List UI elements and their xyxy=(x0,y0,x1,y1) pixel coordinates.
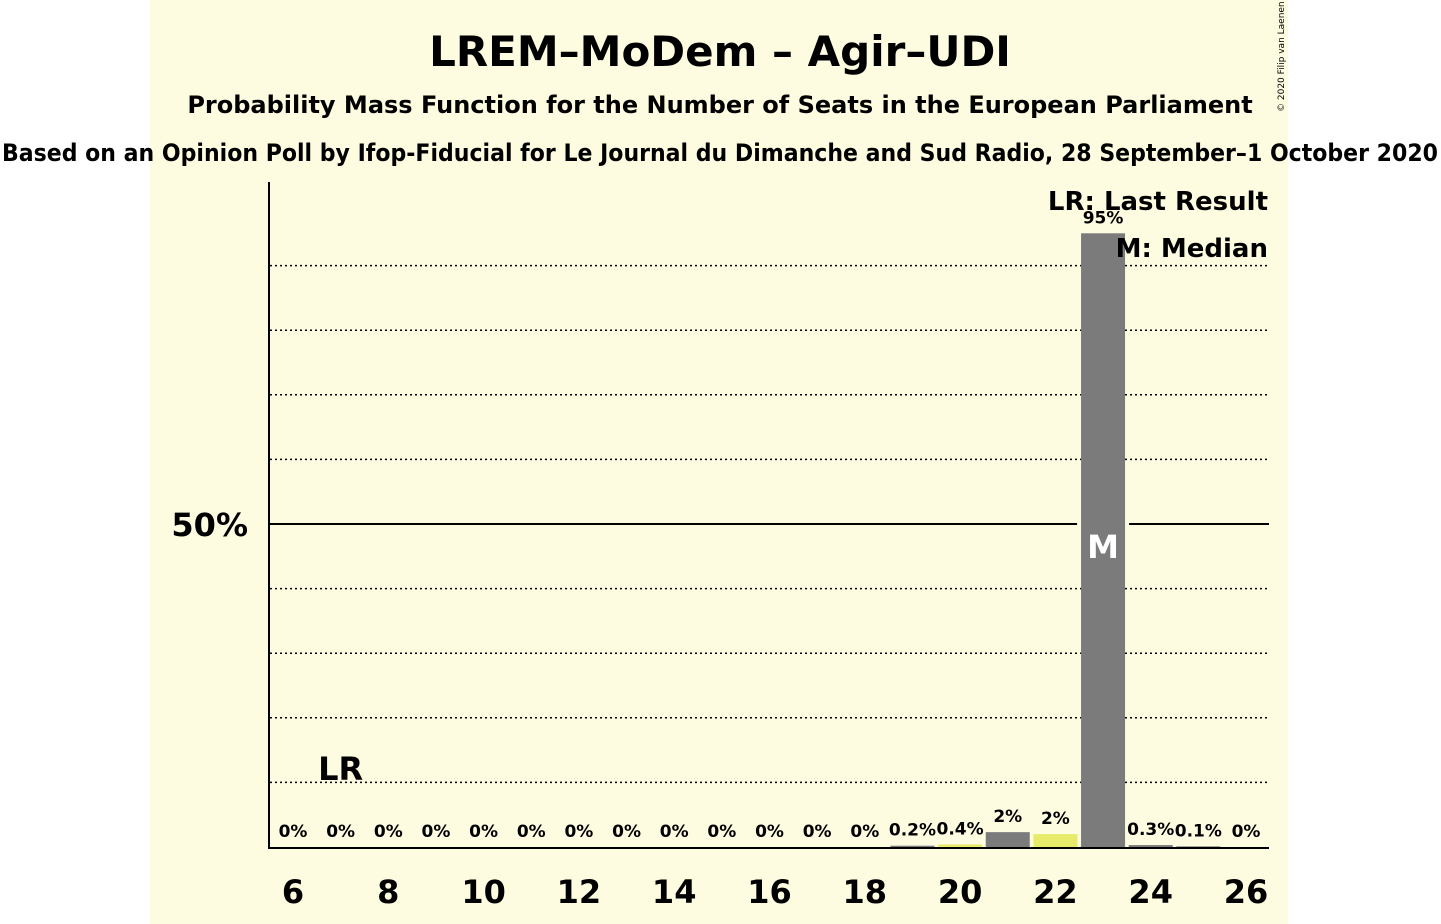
x-tick-6: 6 xyxy=(282,873,304,911)
chart-title: LREM–MoDem – Agir–UDI xyxy=(429,27,1011,76)
value-label-18: 0% xyxy=(850,822,879,842)
value-label-22: 2% xyxy=(1041,809,1070,829)
x-tick-24: 24 xyxy=(1128,873,1173,911)
bar-24 xyxy=(1128,845,1173,847)
value-label-20: 0.4% xyxy=(937,819,984,839)
value-label-9: 0% xyxy=(422,822,451,842)
value-label-23: 95% xyxy=(1083,208,1124,228)
y-tick-label-50: 50% xyxy=(171,506,248,544)
value-label-7: 0% xyxy=(326,822,355,842)
last-result-marker: LR xyxy=(318,750,363,788)
value-label-13: 0% xyxy=(612,822,641,842)
x-tick-18: 18 xyxy=(843,873,888,911)
copyright-notice: © 2020 Filip van Laenen xyxy=(1277,1,1287,112)
value-labels: 0% 0% 0% 0% 0% 0% 0% 0% 0% 0% 0% 0% 0% 0.2% 0.4% 2% 2% 95… xyxy=(279,208,1261,842)
value-label-25: 0.1% xyxy=(1175,821,1222,841)
bar-20 xyxy=(938,844,983,847)
source-note: Based on an Opinion Poll by Ifop-Fiducia… xyxy=(2,139,1438,167)
x-tick-20: 20 xyxy=(938,873,983,911)
value-label-8: 0% xyxy=(374,822,403,842)
value-label-11: 0% xyxy=(517,822,546,842)
value-label-19: 0.2% xyxy=(889,821,936,841)
value-label-15: 0% xyxy=(707,822,736,842)
x-tick-10: 10 xyxy=(461,873,506,911)
bar-23 xyxy=(1081,233,1126,848)
value-label-26: 0% xyxy=(1232,822,1261,842)
bar-19 xyxy=(890,845,935,847)
value-label-12: 0% xyxy=(564,822,593,842)
bar-21 xyxy=(985,832,1030,847)
x-tick-22: 22 xyxy=(1033,873,1078,911)
bar-25 xyxy=(1176,846,1221,847)
bar-22 xyxy=(1033,834,1078,847)
median-marker: M xyxy=(1087,528,1119,566)
bars xyxy=(890,233,1221,848)
x-tick-26: 26 xyxy=(1224,873,1269,911)
value-label-10: 0% xyxy=(469,822,498,842)
median-bar-segment xyxy=(1081,521,1126,527)
value-label-16: 0% xyxy=(755,822,784,842)
chart-subtitle: Probability Mass Function for the Number… xyxy=(187,91,1252,119)
x-tick-labels: 6 8 10 12 14 16 18 20 22 24 26 xyxy=(282,873,1268,911)
x-tick-8: 8 xyxy=(377,873,399,911)
legend-median: M: Median xyxy=(1116,234,1268,264)
x-tick-12: 12 xyxy=(557,873,602,911)
value-label-21: 2% xyxy=(993,807,1022,827)
value-label-24: 0.3% xyxy=(1127,820,1174,840)
value-label-6: 0% xyxy=(279,822,308,842)
value-label-14: 0% xyxy=(660,822,689,842)
value-label-17: 0% xyxy=(803,822,832,842)
x-tick-16: 16 xyxy=(747,873,792,911)
legend-last-result: LR: Last Result xyxy=(1048,187,1268,217)
x-tick-14: 14 xyxy=(652,873,697,911)
